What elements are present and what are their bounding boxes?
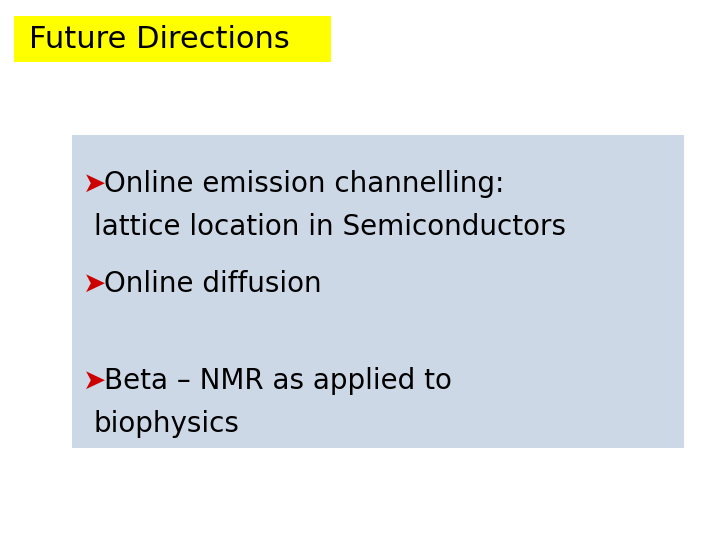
FancyBboxPatch shape xyxy=(72,135,684,448)
Text: Future Directions: Future Directions xyxy=(29,25,289,54)
Text: biophysics: biophysics xyxy=(94,410,240,438)
Text: ➤: ➤ xyxy=(83,367,106,395)
Text: Beta – NMR as applied to: Beta – NMR as applied to xyxy=(104,367,452,395)
Text: lattice location in Semiconductors: lattice location in Semiconductors xyxy=(94,213,566,241)
Text: ➤: ➤ xyxy=(83,269,106,298)
Text: Online emission channelling:: Online emission channelling: xyxy=(104,170,505,198)
Text: ➤: ➤ xyxy=(83,170,106,198)
Text: Online diffusion: Online diffusion xyxy=(104,269,322,298)
FancyBboxPatch shape xyxy=(14,16,331,62)
